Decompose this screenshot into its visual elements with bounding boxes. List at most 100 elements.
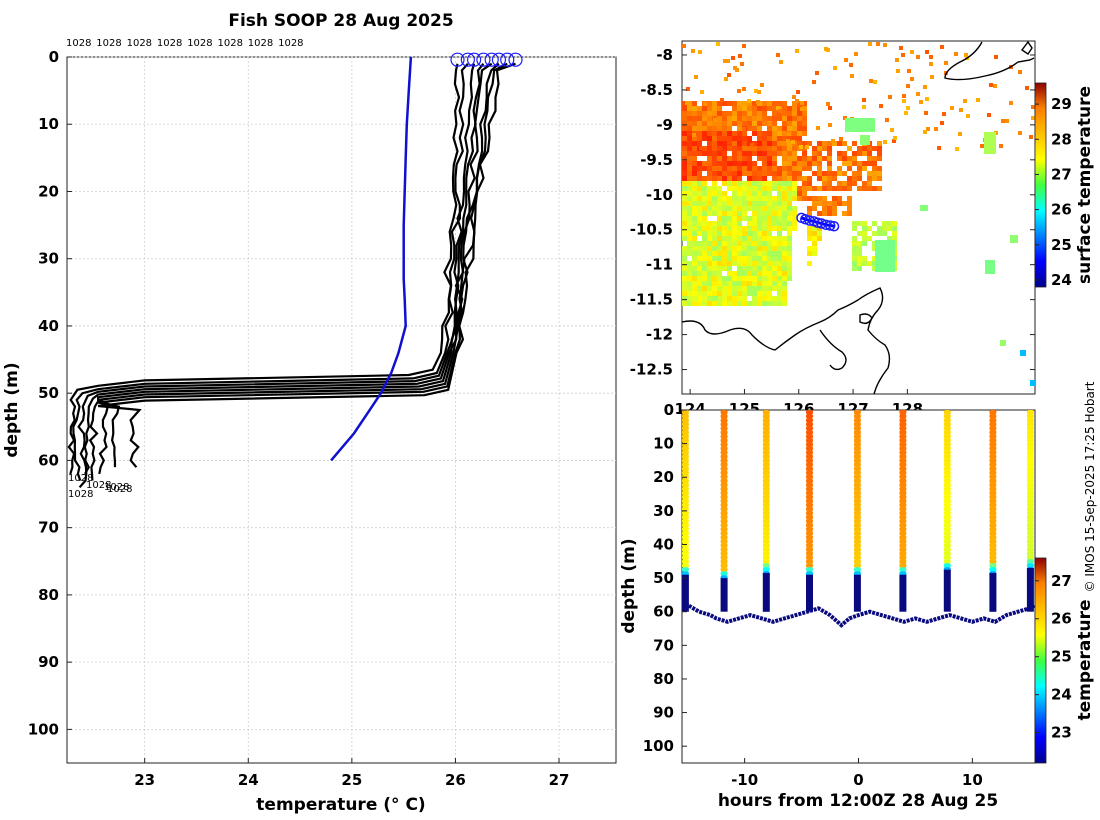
sst-cell <box>742 286 747 291</box>
sst-cell <box>777 101 782 106</box>
map-y-tick-label: -8 <box>656 46 673 64</box>
sst-cell <box>742 106 747 111</box>
sst-cell <box>772 301 777 306</box>
cast-sample <box>720 535 728 540</box>
left-x-tick-label: 24 <box>238 771 259 789</box>
sst-cell <box>777 296 782 301</box>
sst-cell <box>697 111 702 116</box>
cast-sample <box>853 531 861 536</box>
sst-cell <box>782 216 787 221</box>
cast-sample <box>806 442 813 447</box>
sst-cell <box>777 301 782 306</box>
sst-cell <box>787 271 792 276</box>
sst-cell <box>772 131 777 136</box>
cast-sample <box>682 414 689 419</box>
cast-sample <box>682 510 689 516</box>
sst-cell <box>687 251 692 256</box>
sst-cell <box>727 226 732 231</box>
sst-cell <box>702 241 707 246</box>
sst-cell <box>812 241 817 246</box>
cast-sample <box>1026 458 1034 463</box>
sst-cell <box>762 171 767 176</box>
cast-sample <box>943 470 951 475</box>
surface-markers <box>450 52 523 67</box>
cast-sample <box>899 442 907 447</box>
cast-sample <box>762 531 770 536</box>
sst-cell <box>767 201 772 206</box>
sst-cell <box>692 126 697 131</box>
sst-cell <box>742 201 747 206</box>
cast-sample <box>1026 474 1034 479</box>
sst-cell <box>892 236 897 241</box>
sst-cell <box>976 98 980 102</box>
sst-cell <box>762 196 767 201</box>
sst-cell <box>842 151 847 156</box>
sst-cell <box>722 251 727 256</box>
cast-sample <box>853 482 861 488</box>
sst-cell <box>824 47 828 51</box>
ship-track-marker <box>825 220 836 231</box>
sst-cell <box>1005 119 1009 123</box>
sst-cell <box>782 141 787 146</box>
sst-cell <box>782 256 787 261</box>
sst-cell <box>757 256 762 261</box>
sst-cell <box>747 276 752 281</box>
cast-sample <box>989 430 997 435</box>
sst-cell <box>727 116 732 121</box>
sst-cell <box>782 236 787 241</box>
cast-sample <box>762 535 770 540</box>
credit-text: © IMOS 15-Sep-2025 17:25 Hobart <box>1083 381 1097 592</box>
sst-cell <box>702 301 707 306</box>
sst-cell <box>687 266 692 271</box>
profile-id-label: 1028 <box>127 38 152 49</box>
cast-sample <box>720 450 728 455</box>
sst-cell <box>747 176 752 181</box>
sst-cell <box>1031 105 1035 109</box>
coast-australia <box>682 287 891 394</box>
sst-cell <box>791 140 795 144</box>
sst-cell <box>842 181 847 186</box>
sst-cell <box>862 151 867 156</box>
sst-cell <box>737 271 742 276</box>
cast-sample <box>806 466 813 471</box>
sst-cell <box>857 241 862 246</box>
cast-sample <box>720 426 728 431</box>
sst-cell <box>712 171 717 176</box>
sst-cell <box>1018 131 1022 135</box>
cast-deep-segment <box>682 574 689 612</box>
sst-cell <box>737 251 742 256</box>
cast-sample <box>806 518 813 524</box>
sst-cell <box>682 246 687 251</box>
cast-sample <box>899 563 907 568</box>
cast-sample <box>943 474 951 479</box>
sst-cell <box>862 186 867 191</box>
sst-cell <box>772 236 777 241</box>
sst-cell <box>707 296 712 301</box>
sst-cell <box>767 196 772 201</box>
sst-cell <box>687 111 692 116</box>
sst-cell <box>742 246 747 251</box>
sst-cell <box>702 276 707 281</box>
sst-cell <box>890 128 894 132</box>
cast-sample <box>682 450 689 455</box>
sst-cell <box>797 191 802 196</box>
cast-sample <box>806 434 813 439</box>
cast-sample <box>943 514 951 520</box>
cast-sample <box>1026 518 1034 524</box>
cast-sample <box>762 551 770 556</box>
sst-cell <box>767 281 772 286</box>
sst-cell <box>857 251 862 256</box>
sst-cell <box>777 201 782 206</box>
sst-cell <box>896 69 900 73</box>
sst-cell <box>692 176 697 181</box>
sst-cell <box>752 251 757 256</box>
cast-sample <box>853 498 861 504</box>
sst-cell <box>732 286 737 291</box>
sst-cell <box>687 276 692 281</box>
sst-cell <box>727 181 732 186</box>
sst-cell <box>717 156 722 161</box>
cast-sample <box>806 543 813 548</box>
sst-cell <box>797 156 802 161</box>
sst-cell <box>762 136 767 141</box>
